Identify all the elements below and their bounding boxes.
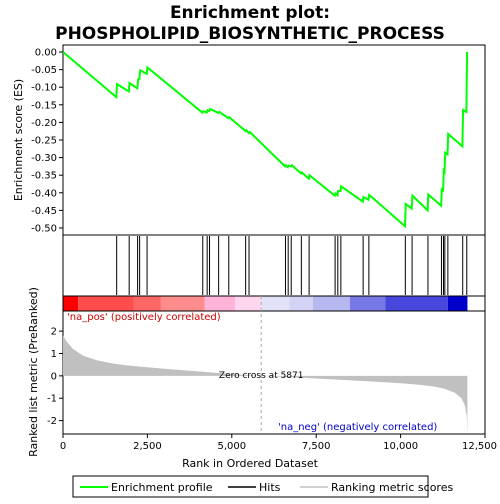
color-band-segment	[160, 296, 205, 311]
legend-label-ranking-metric: Ranking metric scores	[331, 481, 453, 494]
color-band-segment	[447, 296, 468, 311]
es-y-tick-label: 0.00	[35, 48, 57, 59]
x-tick-label: 7,500	[302, 441, 331, 452]
color-band-segment	[235, 296, 262, 311]
es-y-tick-label: -0.35	[31, 171, 57, 182]
x-axis-label: Rank in Ordered Dataset	[182, 457, 319, 470]
hit-marks	[116, 236, 468, 295]
chart-title-line1: Enrichment plot:	[170, 3, 330, 23]
metric-y-ticks: 2 1 0 -1 -2	[47, 327, 63, 427]
enrichment-profile-line	[62, 51, 469, 229]
hits-panel	[62, 234, 486, 297]
color-band-segment	[63, 296, 79, 311]
metric-y-tick-label: -2	[47, 416, 57, 427]
metric-y-tick-label: -1	[47, 394, 57, 405]
color-band-segment	[78, 296, 134, 311]
es-y-tick-label: -0.30	[31, 153, 57, 164]
color-band-segment	[261, 296, 290, 311]
legend-label-enrichment-profile: Enrichment profile	[111, 481, 213, 494]
metric-y-tick-label: 1	[51, 349, 57, 360]
metric-y-tick-label: 0	[51, 371, 57, 382]
x-tick-label: 0	[60, 441, 66, 452]
color-band-segment	[385, 296, 448, 311]
zero-cross-label: Zero cross at 5871	[219, 371, 304, 381]
color-band-segment	[312, 296, 350, 311]
es-y-tick-label: -0.25	[31, 136, 57, 147]
es-y-tick-label: -0.10	[31, 83, 57, 94]
x-tick-label: 12,500	[462, 441, 497, 452]
es-panel-frame	[62, 44, 486, 236]
es-y-ticks: 0.00 -0.05 -0.10 -0.15 -0.20 -0.25 -0.30 -0.35 -…	[31, 48, 63, 234]
es-y-tick-label: -0.40	[31, 188, 57, 199]
legend: Enrichment profile Hits Ranking metric s…	[72, 475, 453, 498]
chart-title-line2: PHOSPHOLIPID_BIOSYNTHETIC_PROCESS	[55, 24, 445, 44]
color-band-segment	[133, 296, 161, 311]
metric-panel: Zero cross at 5871 'na_pos' (positively …	[27, 287, 486, 457]
es-y-tick-label: -0.15	[31, 100, 57, 111]
es-panel: 0.00 -0.05 -0.10 -0.15 -0.20 -0.25 -0.30 -0.35 -…	[12, 44, 486, 236]
x-tick-label: 5,000	[217, 441, 246, 452]
hits-panel-frame	[62, 234, 486, 297]
color-band-segment	[349, 296, 386, 311]
x-axis-ticks: 0 2,500 5,000 7,500 10,000 12,500	[60, 434, 497, 452]
x-tick-label: 10,000	[383, 441, 418, 452]
legend-label-hits: Hits	[259, 481, 281, 494]
color-band-segment	[289, 296, 313, 311]
es-y-tick-label: -0.05	[31, 65, 57, 76]
es-y-tick-label: -0.45	[31, 206, 57, 217]
es-y-axis-label: Enrichment score (ES)	[12, 79, 25, 201]
color-band-segment	[204, 296, 236, 311]
metric-y-axis-label: Ranked list metric (PreRanked)	[27, 287, 40, 457]
metric-y-tick-label: 2	[51, 327, 57, 338]
x-tick-label: 2,500	[133, 441, 162, 452]
neg-correlated-label: 'na_neg' (negatively correlated)	[278, 422, 437, 433]
rank-color-band	[62, 295, 486, 312]
es-y-tick-label: -0.20	[31, 118, 57, 129]
es-y-tick-label: -0.50	[31, 223, 57, 234]
pos-correlated-label: 'na_pos' (positively correlated)	[67, 312, 221, 323]
